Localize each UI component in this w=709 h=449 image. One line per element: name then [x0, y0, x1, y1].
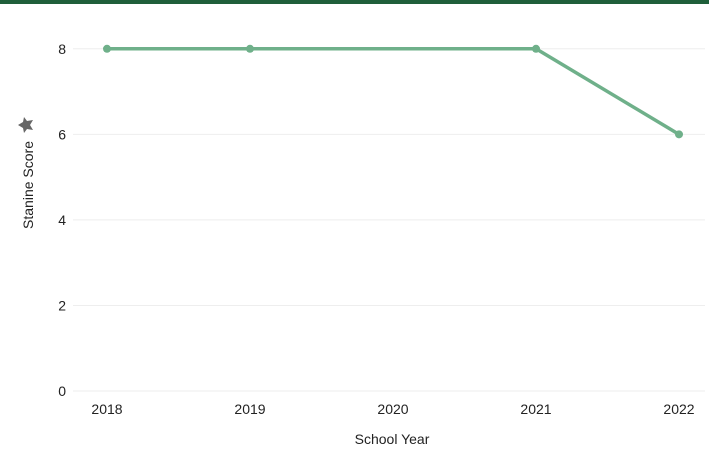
x-tick-label-2022: 2022 — [663, 401, 694, 417]
x-tick-label-2019: 2019 — [234, 401, 265, 417]
y-tick-label-6: 6 — [58, 126, 66, 142]
data-point-2021[interactable] — [532, 44, 540, 53]
header-accent-bar — [0, 0, 709, 4]
y-tick-label-2: 2 — [58, 297, 66, 313]
y-tick-label-8: 8 — [58, 41, 66, 57]
series-layer — [103, 44, 683, 139]
pin-icon[interactable] — [18, 117, 33, 133]
y-axis-title-group: Stanine Score — [18, 117, 36, 229]
data-point-2019[interactable] — [246, 44, 254, 53]
data-point-2022[interactable] — [675, 130, 683, 139]
x-tick-label-2021: 2021 — [520, 401, 551, 417]
axis-layer: 0 2 4 6 8 2018 2019 2020 2021 2022 — [58, 41, 695, 417]
x-tick-label-2018: 2018 — [91, 401, 122, 417]
y-tick-label-4: 4 — [58, 212, 66, 228]
y-axis-title: Stanine Score — [20, 141, 36, 229]
y-tick-label-0: 0 — [58, 383, 66, 399]
x-axis-title: School Year — [355, 431, 430, 447]
data-point-2018[interactable] — [103, 44, 111, 53]
x-tick-label-2020: 2020 — [377, 401, 408, 417]
series-line-0 — [105, 47, 681, 137]
grid-layer — [73, 48, 705, 392]
